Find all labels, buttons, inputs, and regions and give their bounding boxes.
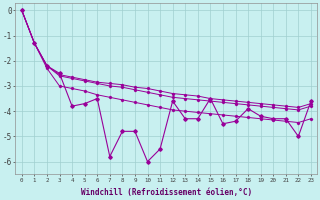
X-axis label: Windchill (Refroidissement éolien,°C): Windchill (Refroidissement éolien,°C) — [81, 188, 252, 197]
